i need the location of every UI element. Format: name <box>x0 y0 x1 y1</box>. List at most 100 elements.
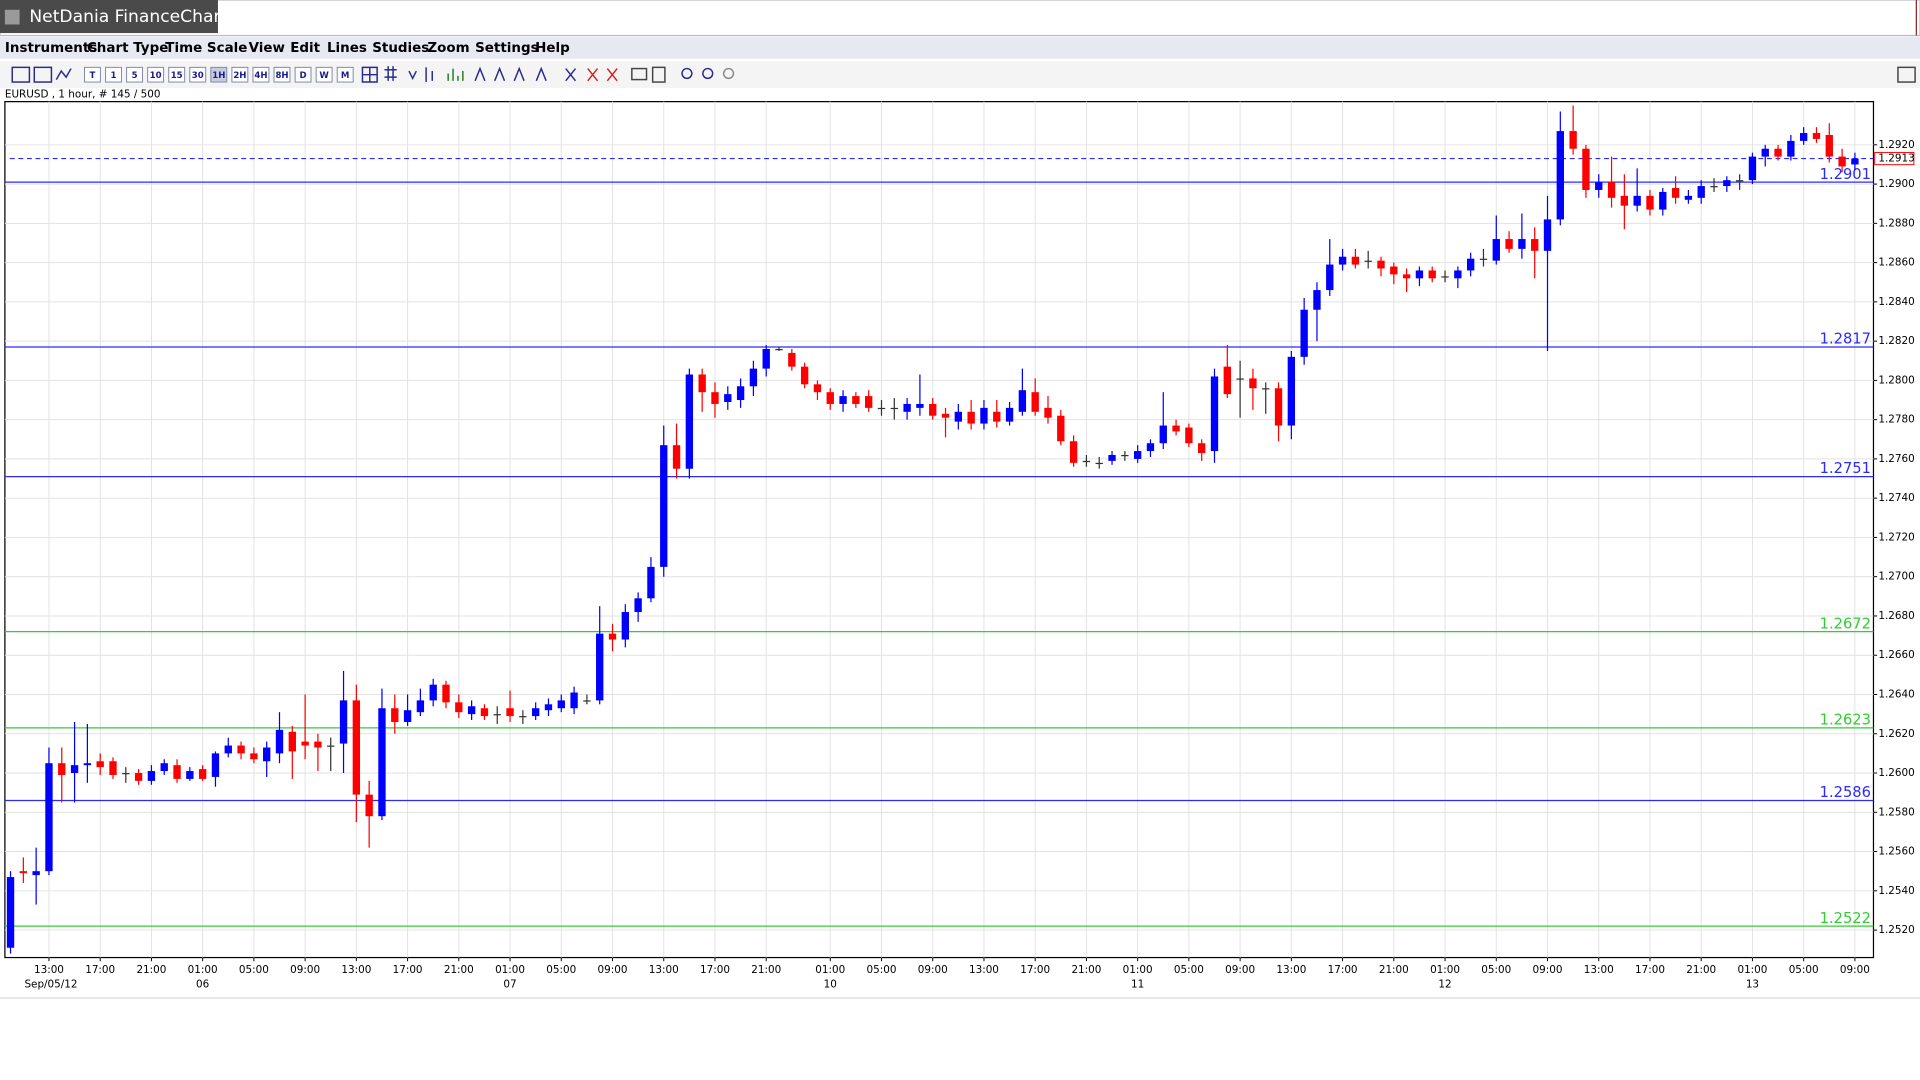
y-tick-label: 1.2880 <box>1878 217 1914 229</box>
timeframe-button[interactable] <box>84 66 101 83</box>
candle-body <box>711 392 719 404</box>
candle-body <box>1198 443 1206 454</box>
y-tick-label: 1.2860 <box>1878 257 1914 269</box>
candle-body <box>45 763 53 872</box>
candle-body <box>1659 191 1667 210</box>
icon[interactable] <box>606 68 618 82</box>
x-tick-label: 09:00 <box>918 964 948 976</box>
candle-body <box>198 769 207 779</box>
menu-item[interactable]: Studies <box>372 41 429 56</box>
candle-body <box>967 411 975 424</box>
y-tick-label: 1.2900 <box>1878 178 1914 190</box>
y-tick-label: 1.2520 <box>1878 924 1914 936</box>
icon[interactable] <box>1897 66 1916 83</box>
candle-body <box>339 700 348 744</box>
menu-item[interactable]: Help <box>535 41 570 56</box>
icon[interactable] <box>681 67 693 80</box>
timeframe-button[interactable] <box>126 66 144 83</box>
menu-item[interactable]: Settings <box>475 41 539 56</box>
x-tick-label: 21:00 <box>751 964 781 976</box>
candle-body <box>993 411 1001 422</box>
y-tick-label: 1.2640 <box>1878 688 1914 700</box>
candle-body <box>122 773 130 775</box>
y-tick-label: 1.2680 <box>1878 610 1914 622</box>
x-date-label: Sep/05/12 <box>24 978 77 990</box>
timeframe-label: 15 <box>171 71 183 81</box>
timeframe-label: 5 <box>132 71 138 81</box>
x-tick-label: 13:00 <box>969 964 999 976</box>
icon[interactable] <box>384 66 397 81</box>
menu-item[interactable]: Time Scale <box>165 41 247 56</box>
candle-body <box>1223 366 1231 395</box>
timeframe-label: M <box>341 71 350 81</box>
candle-body <box>557 700 565 709</box>
candle-body <box>877 407 886 410</box>
icon[interactable] <box>565 68 577 82</box>
menu-item[interactable]: Lines <box>327 41 367 56</box>
timeframe-button[interactable] <box>168 66 186 83</box>
icon[interactable] <box>702 67 714 80</box>
plot-frame <box>4 101 1875 959</box>
timeframe-button[interactable] <box>336 66 354 83</box>
icon[interactable] <box>447 68 464 81</box>
candle-body <box>1415 270 1424 279</box>
y-tick-label: 1.2920 <box>1878 139 1914 151</box>
candle-body <box>1633 195 1641 206</box>
candle-body <box>865 396 873 408</box>
menu-item[interactable]: Instruments <box>5 41 97 56</box>
candle-body <box>800 366 809 385</box>
y-tick-label: 1.2600 <box>1878 767 1914 779</box>
candle-body <box>1761 148 1769 157</box>
x-tick-label: 09:00 <box>598 964 628 976</box>
icon[interactable] <box>651 66 666 83</box>
x-date-label: 12 <box>1438 978 1451 990</box>
last-price-label: 1.2913 <box>1878 153 1914 165</box>
icon[interactable] <box>11 66 31 83</box>
x-tick-label: 13:00 <box>1276 964 1306 976</box>
candle-body <box>1210 376 1219 452</box>
icon[interactable] <box>587 68 599 82</box>
icon[interactable] <box>631 67 648 81</box>
timeframe-button[interactable] <box>273 66 291 83</box>
icon[interactable] <box>408 70 417 81</box>
x-tick-label: 05:00 <box>1789 964 1819 976</box>
candle-body <box>1274 388 1283 426</box>
timeframe-button[interactable] <box>189 66 207 83</box>
timeframe-button[interactable] <box>315 66 333 83</box>
menu-item[interactable]: Chart Type <box>87 41 168 56</box>
timeframe-button[interactable] <box>252 66 270 83</box>
candle-body <box>1723 180 1731 187</box>
level-label: 1.2901 <box>1820 166 1871 183</box>
timeframe-label: 10 <box>150 71 162 81</box>
app-icon <box>4 9 20 25</box>
x-tick-label: 01:00 <box>495 964 525 976</box>
candle-body <box>1377 260 1385 269</box>
icon[interactable] <box>361 66 378 83</box>
icon[interactable] <box>474 66 547 82</box>
timeframe-button[interactable] <box>210 66 228 83</box>
x-tick-label: 13:00 <box>1584 964 1614 976</box>
candle-body <box>506 708 514 717</box>
candle-body <box>288 731 296 752</box>
menu-item[interactable]: Zoom <box>427 41 469 56</box>
icon[interactable] <box>425 67 433 83</box>
icon[interactable] <box>33 66 53 83</box>
y-tick-label: 1.2540 <box>1878 885 1914 897</box>
candle-body <box>1684 195 1693 200</box>
x-date-label: 13 <box>1746 978 1759 990</box>
timeframe-button[interactable] <box>294 66 312 83</box>
candle-body <box>813 384 822 393</box>
timeframe-button[interactable] <box>147 66 165 83</box>
candle-body <box>1364 260 1372 262</box>
candle-body <box>544 704 553 711</box>
menu-item[interactable]: Edit <box>290 41 320 56</box>
icon[interactable] <box>722 67 735 80</box>
menu-item[interactable]: View <box>249 41 285 56</box>
candle-body <box>160 763 168 772</box>
timeframe-button[interactable] <box>231 66 249 83</box>
x-tick-label: 09:00 <box>1225 964 1255 976</box>
icon[interactable] <box>55 68 72 80</box>
level-label: 1.2751 <box>1820 460 1871 477</box>
timeframe-button[interactable] <box>105 66 122 83</box>
candle-body <box>429 684 437 701</box>
